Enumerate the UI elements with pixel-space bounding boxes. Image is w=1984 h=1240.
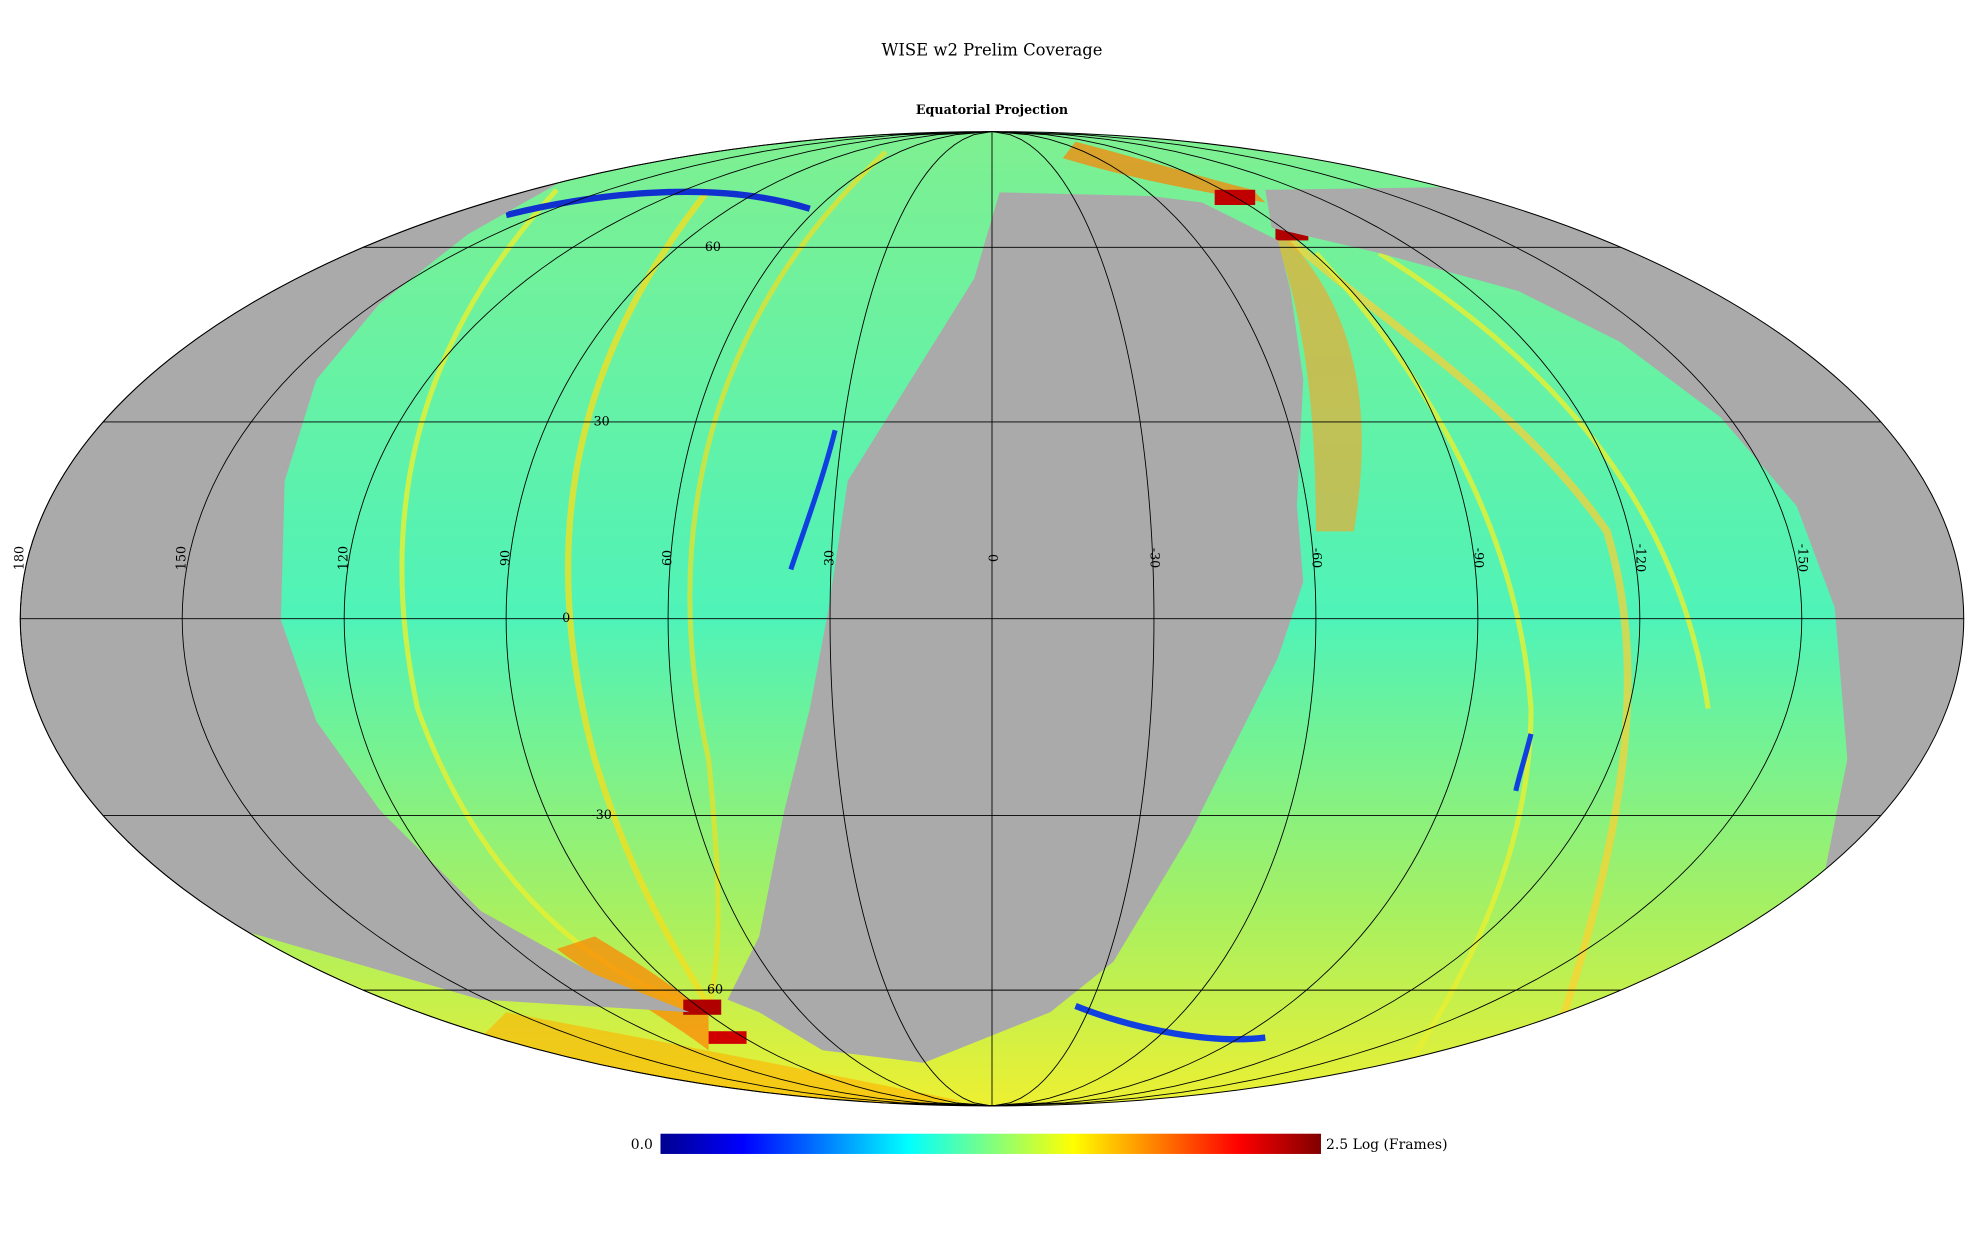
longitude-label: -90: [1471, 548, 1486, 568]
longitude-label: 120: [336, 546, 351, 570]
colorbar: [660, 1133, 1321, 1154]
colorbar-min: 0.0: [631, 1137, 653, 1153]
longitude-label: 180: [12, 546, 27, 570]
coverage-streak: [1377, 250, 1711, 709]
map-title: WISE w2 Prelim Coverage: [882, 41, 1103, 60]
latitude-label: 30: [594, 413, 610, 428]
colorbar-max: 2.5 Log (Frames): [1326, 1137, 1447, 1153]
latitude-label: -30: [591, 807, 611, 822]
coverage-peak: [708, 1031, 747, 1044]
coverage-streak: [564, 187, 712, 1008]
coverage-high: [480, 1012, 962, 1106]
latitude-label: 0: [562, 610, 570, 625]
latitude-label: -60: [703, 982, 723, 997]
longitude-label: 90: [498, 550, 513, 566]
longitude-label: 0: [986, 554, 1001, 562]
coverage-high: [1062, 141, 1266, 203]
coverage-low: [788, 429, 838, 571]
longitude-label: -120: [1633, 544, 1648, 572]
longitude-label: 60: [660, 550, 675, 566]
longitude-label: -60: [1309, 548, 1324, 568]
coverage-low: [505, 188, 811, 219]
no-coverage: [1265, 187, 1964, 1013]
coverage-streak: [1288, 237, 1632, 1039]
longitude-label: -150: [1795, 544, 1810, 572]
colorbar-max-value: 2.5: [1326, 1137, 1348, 1153]
longitude-label: 150: [174, 546, 189, 570]
no-coverage: [20, 177, 690, 1013]
no-coverage: [727, 192, 1304, 1063]
coverage-streak: [1314, 251, 1534, 1090]
coverage-low: [1513, 733, 1534, 792]
colorbar-units: Log (Frames): [1353, 1137, 1448, 1153]
graticule: 180 150 120 90 60 30 0 -30 -60 -90 -120 -150 60 30 0 -3…: [12, 131, 1964, 1107]
longitude-label: 30: [822, 550, 837, 566]
coverage-streak: [687, 149, 888, 1007]
map-subtitle: Equatorial Projection: [916, 102, 1068, 117]
coverage-peak: [683, 999, 722, 1015]
longitude-label: -30: [1147, 548, 1162, 568]
coverage-low: [1074, 1002, 1266, 1043]
coverage-high: [1277, 227, 1362, 532]
latitude-label: 60: [705, 239, 721, 254]
